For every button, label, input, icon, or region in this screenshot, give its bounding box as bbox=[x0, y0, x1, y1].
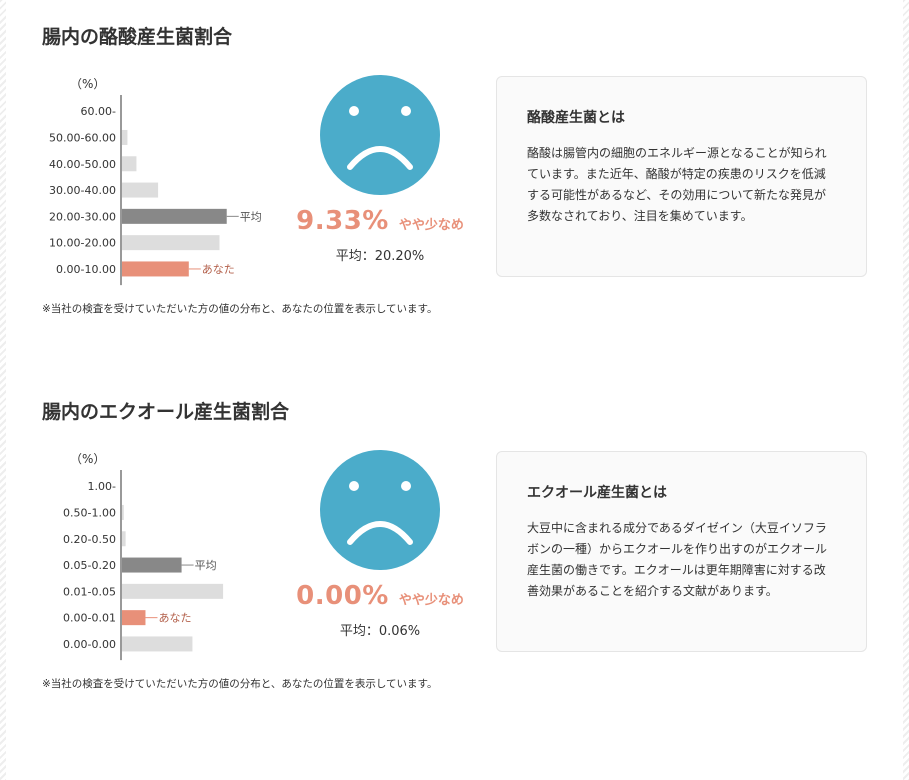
tick-label: 10.00-20.00 bbox=[49, 237, 116, 250]
you-marker-label: あなた bbox=[202, 263, 235, 276]
result-row: 9.33% やや少なめ bbox=[270, 206, 490, 236]
result-value: 0.00% bbox=[296, 581, 389, 611]
distribution-bar bbox=[122, 636, 193, 652]
distribution-bar bbox=[122, 504, 124, 520]
info-body: 大豆中に含まれる成分であるダイゼイン（大豆イソフラボンの一種）からエクオールを作… bbox=[527, 521, 828, 598]
equol-section: 腸内のエクオール産生菌割合 （%） 1.00- 0.50-1.00 0.20-0.50… bbox=[0, 375, 909, 735]
distribution-bar bbox=[122, 129, 128, 145]
distribution-bar bbox=[122, 261, 189, 277]
unit-label: （%） bbox=[70, 452, 105, 466]
info-title: エクオール産生菌とは bbox=[527, 485, 667, 501]
distribution-bar bbox=[122, 583, 224, 599]
distribution-bar bbox=[122, 156, 137, 172]
average-marker-label: 平均 bbox=[240, 210, 262, 223]
tick-label: 20.00-30.00 bbox=[49, 210, 116, 223]
result-value: 9.33% bbox=[296, 206, 389, 236]
average-value: 平均：20.20% bbox=[335, 249, 425, 264]
unit-label: （%） bbox=[70, 77, 105, 91]
tick-label: 50.00-60.00 bbox=[49, 131, 116, 144]
sad-face-icon bbox=[320, 75, 440, 195]
distribution-note: ※当社の検査を受けていただいた方の値の分布と、あなたの位置を表示しています。 bbox=[42, 678, 438, 690]
tick-label: 0.50-1.00 bbox=[63, 506, 116, 519]
section-title: 腸内の酪酸産生菌割合 bbox=[42, 26, 233, 48]
distribution-bar bbox=[122, 235, 220, 251]
tick-label: 30.00-40.00 bbox=[49, 184, 116, 197]
distribution-bar bbox=[122, 557, 182, 573]
sad-face-icon bbox=[320, 450, 440, 570]
distribution-bar bbox=[122, 531, 126, 547]
tick-label: 0.01-0.05 bbox=[63, 585, 116, 598]
tick-label: 1.00- bbox=[88, 480, 116, 493]
result-row: 0.00% やや少なめ bbox=[270, 581, 490, 611]
info-box: 酪酸産生菌とは 酪酸は腸管内の細胞のエネルギー源となることが知られています。また… bbox=[496, 76, 867, 277]
distribution-bar-chart: （%） 1.00- 0.50-1.00 0.20-0.50 0.05-0.20 平均 0.0… bbox=[63, 452, 224, 661]
page-frame-left bbox=[0, 0, 6, 780]
tick-label: 60.00- bbox=[81, 105, 116, 118]
tick-label: 40.00-50.00 bbox=[49, 158, 116, 171]
butyrate-section: 腸内の酪酸産生菌割合 （%） 60.00- 50.00-60.00 40.00-50.… bbox=[0, 0, 909, 360]
result-verdict: やや少なめ bbox=[398, 593, 464, 608]
section-title: 腸内のエクオール産生菌割合 bbox=[42, 401, 290, 423]
info-body: 酪酸は腸管内の細胞のエネルギー源となることが知られています。また近年、酪酸が特定… bbox=[527, 146, 827, 223]
tick-label: 0.20-0.50 bbox=[63, 533, 116, 546]
average-value: 平均：0.06% bbox=[339, 624, 421, 639]
info-title: 酪酸産生菌とは bbox=[527, 110, 625, 126]
average-marker-label: 平均 bbox=[195, 559, 217, 572]
you-marker-label: あなた bbox=[158, 612, 191, 625]
tick-label: 0.00-0.00 bbox=[63, 638, 116, 651]
distribution-bar bbox=[122, 610, 146, 626]
tick-label: 0.00-10.00 bbox=[56, 263, 116, 276]
tick-label: 0.05-0.20 bbox=[63, 559, 116, 572]
distribution-note: ※当社の検査を受けていただいた方の値の分布と、あなたの位置を表示しています。 bbox=[42, 303, 438, 315]
distribution-bar-chart: （%） 60.00- 50.00-60.00 40.00-50.00 30.00-40.… bbox=[49, 77, 262, 286]
distribution-bar bbox=[122, 208, 227, 224]
info-box: エクオール産生菌とは 大豆中に含まれる成分であるダイゼイン（大豆イソフラボンの一… bbox=[496, 451, 867, 652]
page-frame-right bbox=[903, 0, 909, 780]
tick-label: 0.00-0.01 bbox=[63, 612, 116, 625]
distribution-bar bbox=[122, 182, 159, 198]
result-verdict: やや少なめ bbox=[398, 218, 464, 233]
